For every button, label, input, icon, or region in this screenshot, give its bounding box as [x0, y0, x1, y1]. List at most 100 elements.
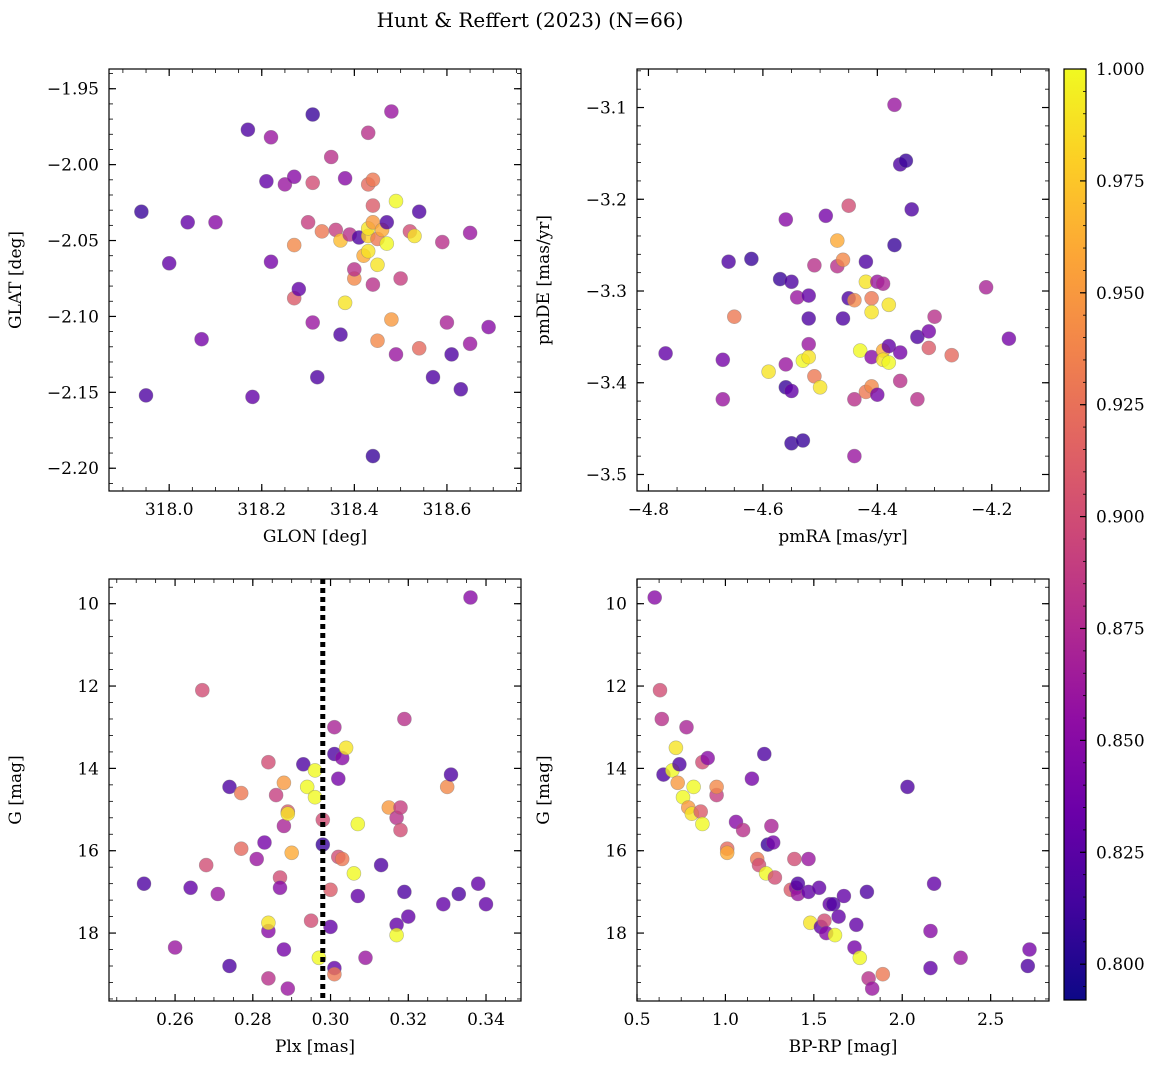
scatter-point — [451, 886, 467, 902]
scatter-point — [346, 866, 362, 881]
scatter-point — [835, 311, 851, 326]
x-tick-label: 318.0 — [145, 500, 194, 520]
y-tick-label: 10 — [77, 595, 99, 615]
scatter-point — [927, 309, 942, 325]
ticks — [109, 579, 521, 1001]
y-tick-label: 18 — [77, 924, 99, 944]
y-axis-label: GLAT [deg] — [6, 231, 26, 329]
scatter-points — [136, 590, 494, 996]
scatter-point — [735, 822, 751, 838]
scatter-point — [261, 754, 276, 770]
scatter-point — [393, 822, 408, 838]
x-tick-label: −4.8 — [628, 500, 669, 520]
scatter-point — [439, 779, 455, 795]
scatter-point — [425, 369, 441, 385]
scatter-point — [478, 896, 494, 912]
scatter-point — [923, 923, 938, 939]
scatter-point — [818, 208, 834, 224]
scatter-point — [841, 198, 857, 213]
scatter-point — [801, 288, 817, 303]
scatter-point — [370, 333, 385, 349]
scatter-point — [801, 311, 817, 326]
y-tick-label: 10 — [605, 595, 627, 615]
scatter-point — [305, 175, 321, 191]
scatter-point — [761, 364, 776, 380]
scatter-point — [784, 274, 799, 290]
y-axis-label: G [mag] — [6, 755, 26, 824]
scatter-point — [334, 851, 350, 867]
scatter-point — [138, 388, 154, 403]
scatter-point — [350, 816, 366, 832]
scatter-point — [280, 806, 296, 822]
scatter-point — [715, 391, 731, 407]
scatter-point — [407, 228, 422, 244]
ticks — [636, 579, 1049, 1001]
axes-frame — [636, 68, 1050, 492]
x-tick-label: −4.2 — [971, 500, 1012, 520]
scatter-point — [658, 346, 673, 361]
colorbar-tick-label: 0.850 — [1096, 731, 1145, 751]
scatter-point — [647, 590, 663, 605]
y-tick-label: 14 — [605, 759, 627, 779]
scatter-point — [921, 340, 937, 356]
scatter-point — [764, 818, 779, 834]
panel-pmra-pmde: −4.8 −4.6 −4.4 −4.2 −3.5 −3.4 −3.3 −3.2 −3.1 pmRA… — [534, 68, 1050, 547]
scatter-point — [654, 711, 670, 727]
x-axis-label: BP-RP [mag] — [789, 1037, 898, 1057]
y-tick-label: 12 — [77, 677, 99, 697]
y-tick-label: −3.3 — [586, 282, 627, 302]
scatter-point — [245, 389, 260, 405]
scatter-point — [881, 338, 897, 354]
scatter-point — [848, 917, 864, 933]
colorbar: 0.800 0.825 0.850 0.875 0.900 0.925 0.950 0.975… — [1063, 60, 1145, 1001]
scatter-point — [887, 237, 902, 253]
scatter-point — [291, 281, 307, 297]
scatter-point — [898, 153, 914, 168]
scatter-point — [365, 198, 381, 213]
y-tick-label: 16 — [77, 842, 99, 862]
scatter-point — [778, 357, 794, 372]
scatter-point — [756, 746, 772, 762]
scatter-point — [276, 818, 292, 834]
scatter-point — [183, 880, 198, 896]
scatter-point — [726, 309, 742, 325]
scatter-point — [892, 345, 908, 360]
x-tick-label: −4.4 — [857, 500, 898, 520]
scatter-point — [233, 785, 249, 801]
scatter-point — [195, 682, 210, 698]
scatter-point — [801, 336, 817, 352]
scatter-point — [338, 740, 354, 756]
scatter-point — [715, 352, 731, 368]
scatter-point — [397, 711, 412, 727]
y-tick-label: −3.2 — [586, 190, 627, 210]
scatter-point — [365, 172, 381, 188]
scatter-point — [668, 740, 684, 756]
scatter-point — [439, 315, 455, 330]
scatter-point — [953, 950, 968, 966]
scatter-point — [233, 841, 249, 857]
scatter-points — [134, 104, 496, 464]
x-axis-label: Plx [mas] — [275, 1037, 355, 1057]
scatter-point — [307, 789, 323, 805]
colorbar-tick-label: 0.950 — [1096, 284, 1145, 304]
scatter-point — [261, 915, 276, 931]
y-tick-label: −1.95 — [47, 80, 99, 100]
scatter-point — [881, 297, 897, 313]
colorbar-gradient — [1063, 68, 1087, 1001]
scatter-point — [208, 215, 223, 230]
scatter-point — [389, 927, 404, 943]
scatter-point — [346, 262, 362, 277]
axes-frame — [108, 578, 522, 1002]
scatter-point — [327, 719, 342, 735]
scatter-point — [462, 336, 478, 352]
scatter-point — [887, 97, 902, 113]
scatter-point — [892, 373, 908, 389]
x-axis-label: GLON [deg] — [263, 527, 367, 547]
scatter-point — [305, 107, 321, 122]
scatter-point — [272, 880, 288, 896]
scatter-point — [397, 884, 412, 900]
scatter-point — [864, 290, 879, 306]
scatter-point — [300, 215, 316, 230]
scatter-point — [693, 804, 709, 819]
scatter-point — [852, 343, 868, 358]
